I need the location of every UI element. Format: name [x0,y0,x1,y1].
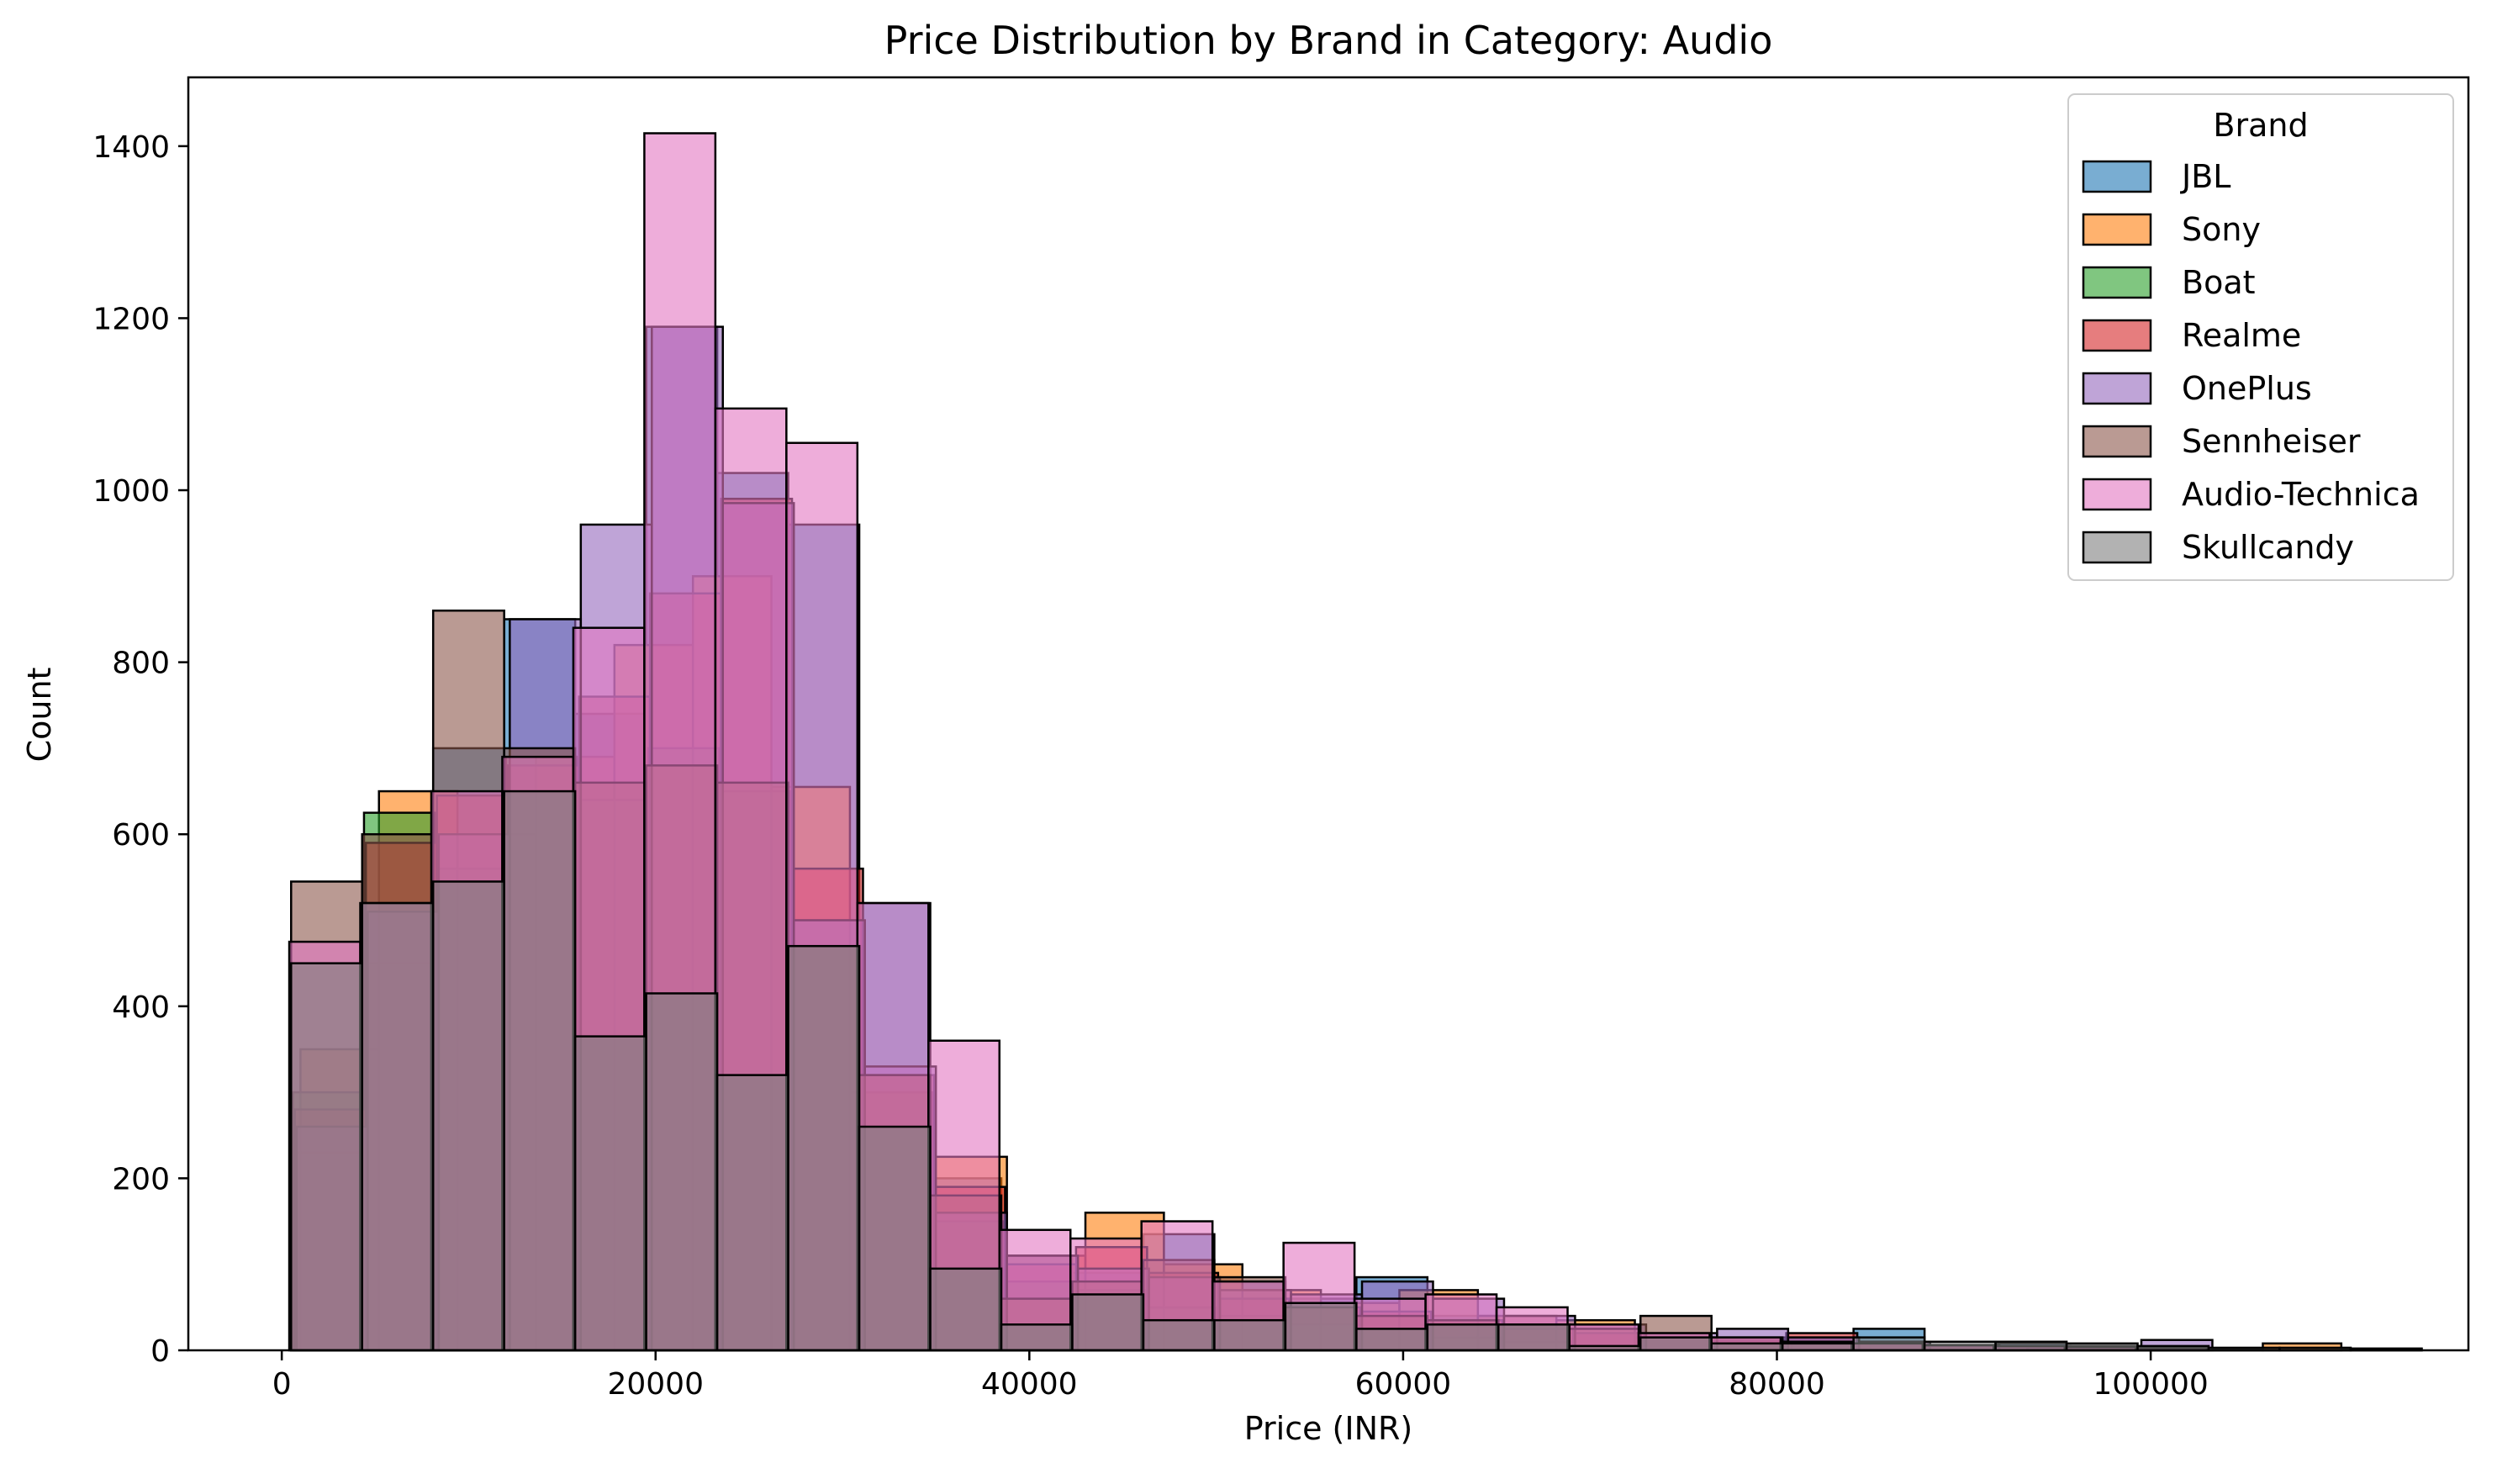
x-tick-label: 0 [272,1367,292,1402]
x-tick-label: 40000 [981,1367,1078,1402]
plot-frame [187,76,2470,1352]
bar-skullcandy-5 [645,992,719,1352]
legend-items: JBL Sony Boat Realme OnePlus Sennheiser Audio-… [2082,158,2420,566]
bar-skullcandy-23 [1923,1340,1997,1352]
bar-skullcandy-1 [361,901,435,1352]
y-tick-label: 200 [112,1162,170,1196]
x-axis: 0 20000 40000 60000 80000 100000 [272,1350,2209,1402]
bar-skullcandy-13 [1213,1318,1287,1352]
legend-label: Sennheiser [2182,423,2361,460]
bar-skullcandy-24 [1994,1340,2068,1352]
y-tick-label: 800 [112,647,170,681]
bar-skullcandy-0 [290,962,363,1352]
x-tick-label: 80000 [1729,1367,1825,1402]
bar-skullcandy-10 [1000,1323,1074,1352]
legend-item-audio-technica: Audio-Technica [2082,476,2420,513]
y-tick-label: 0 [150,1334,170,1369]
bar-skullcandy-2 [431,880,505,1352]
bar-skullcandy-4 [573,1035,647,1352]
bar-skullcandy-6 [715,1074,789,1352]
x-tick-label: 100000 [2093,1367,2208,1402]
bar-skullcandy-7 [787,944,861,1352]
bar-skullcandy-12 [1142,1318,1216,1352]
y-axis-label: Count [21,668,58,763]
legend-label: Sony [2182,211,2261,248]
y-tick-label: 400 [112,990,170,1025]
bar-skullcandy-15 [1355,1328,1429,1352]
legend-swatch [2082,531,2152,564]
bar-skullcandy-14 [1284,1302,1358,1352]
bar-skullcandy-3 [503,790,577,1352]
bars-layer [288,132,2423,1352]
bar-skullcandy-17 [1497,1323,1571,1352]
legend-label: Skullcandy [2182,529,2354,566]
y-tick-label: 1000 [92,474,170,509]
legend-label: OnePlus [2182,370,2312,407]
legend-swatch [2082,478,2152,511]
bar-skullcandy-8 [858,1125,932,1352]
legend-label: JBL [2180,158,2230,195]
y-tick-label: 600 [112,818,170,853]
legend-swatch [2082,266,2152,299]
legend-item-jbl: JBL [2082,158,2230,195]
bar-skullcandy-16 [1426,1323,1500,1352]
legend-item-sennheiser: Sennheiser [2082,423,2361,460]
legend-box [2067,93,2454,581]
legend-swatch [2082,425,2152,458]
x-tick-label: 60000 [1355,1367,1452,1402]
bar-skullcandy-22 [1852,1336,1926,1352]
legend-swatch [2082,372,2152,405]
y-tick-label: 1200 [92,302,170,336]
legend-item-skullcandy: Skullcandy [2082,529,2354,566]
legend-swatch [2082,160,2152,193]
legend-swatch [2082,319,2152,352]
bar-skullcandy-9 [929,1267,1003,1352]
bar-skullcandy-11 [1071,1293,1145,1352]
legend-label: Realme [2182,317,2301,354]
series-skullcandy [290,790,2423,1352]
legend-title: Brand [2213,107,2308,144]
chart-title: Price Distribution by Brand in Category:… [884,18,1773,63]
x-tick-label: 20000 [607,1367,704,1402]
legend-label: Boat [2182,264,2256,301]
x-axis-label: Price (INR) [1244,1410,1412,1447]
bar-skullcandy-19 [1639,1336,1713,1352]
y-tick-label: 1400 [92,130,170,165]
legend: Brand JBL Sony Boat Realme OnePlus Sennheiser… [2067,93,2454,581]
legend-label: Audio-Technica [2182,476,2420,513]
legend-item-realme: Realme [2082,317,2301,354]
y-axis: 0 200 400 600 800 1000 1200 1400 [92,130,188,1369]
legend-item-oneplus: OnePlus [2082,370,2312,407]
legend-swatch [2082,213,2152,246]
legend-item-sony: Sony [2082,211,2261,248]
legend-item-boat: Boat [2082,264,2256,301]
